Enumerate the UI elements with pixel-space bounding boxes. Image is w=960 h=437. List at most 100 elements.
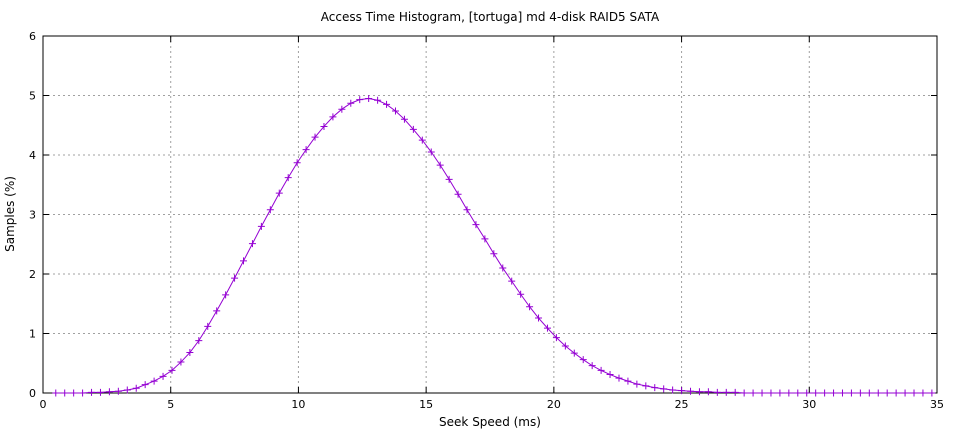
data-point-marker — [812, 389, 820, 397]
data-point-marker — [695, 388, 703, 396]
y-axis-label: Samples (%) — [3, 176, 17, 252]
data-point-marker — [114, 387, 122, 395]
data-point-marker — [535, 314, 543, 322]
y-tick-label: 3 — [29, 209, 36, 222]
y-tick-label: 2 — [29, 268, 36, 281]
data-point-marker — [302, 146, 310, 154]
data-point-marker — [481, 235, 489, 243]
data-point-marker — [838, 389, 846, 397]
data-point-marker — [821, 389, 829, 397]
data-point-marker — [347, 99, 355, 107]
data-point-marker — [499, 264, 507, 272]
data-point-marker — [776, 389, 784, 397]
data-point-marker — [865, 389, 873, 397]
data-point-marker — [409, 125, 417, 133]
data-point-marker — [785, 389, 793, 397]
data-point-marker — [266, 206, 274, 214]
data-point-marker — [123, 386, 131, 394]
data-point-marker — [463, 206, 471, 214]
data-point-marker — [213, 307, 221, 315]
data-point-marker — [892, 389, 900, 397]
data-point-marker — [186, 349, 194, 357]
data-point-marker — [928, 389, 936, 397]
data-point-marker — [248, 240, 256, 248]
plot-border — [42, 35, 938, 394]
x-tick-label: 20 — [547, 398, 561, 411]
data-point-marker — [320, 122, 328, 130]
data-point-marker — [758, 389, 766, 397]
data-point-marker — [284, 174, 292, 182]
x-tick-label: 30 — [802, 398, 816, 411]
data-point-marker — [642, 382, 650, 390]
data-point-marker — [70, 389, 78, 397]
data-point-marker — [794, 389, 802, 397]
y-tick-label: 5 — [29, 90, 36, 103]
x-tick-label: 10 — [291, 398, 305, 411]
data-point-marker — [445, 175, 453, 183]
y-tick-label: 1 — [29, 328, 36, 341]
data-point-marker — [400, 115, 408, 123]
data-point-marker — [749, 389, 757, 397]
y-tick-label: 0 — [29, 387, 36, 400]
data-point-marker — [597, 366, 605, 374]
grid-lines — [43, 36, 937, 393]
data-point-marker — [615, 374, 623, 382]
y-tick-label: 4 — [29, 149, 36, 162]
chart-title: Access Time Histogram, [tortuga] md 4-di… — [321, 10, 660, 24]
data-point-marker — [231, 274, 239, 282]
data-point-marker — [61, 389, 69, 397]
data-point-marker — [740, 389, 748, 397]
data-point-marker — [830, 389, 838, 397]
data-point-marker — [240, 257, 248, 265]
data-point-marker — [508, 277, 516, 285]
x-tick-label: 5 — [167, 398, 174, 411]
data-point-marker — [552, 334, 560, 342]
data-point-marker — [847, 389, 855, 397]
data-point-marker — [633, 380, 641, 388]
data-point-marker — [901, 389, 909, 397]
data-point-marker — [365, 94, 373, 102]
data-point-marker — [856, 389, 864, 397]
data-point-marker — [910, 389, 918, 397]
data-point-marker — [52, 389, 60, 397]
data-point-marker — [159, 372, 167, 380]
x-tick-label: 15 — [419, 398, 433, 411]
data-point-marker — [141, 381, 149, 389]
data-point-marker — [722, 388, 730, 396]
data-point-marker — [418, 136, 426, 144]
data-point-marker — [329, 113, 337, 121]
data-point-marker — [490, 250, 498, 258]
x-tick-label: 35 — [930, 398, 944, 411]
data-point-marker — [222, 291, 230, 299]
data-point-marker — [356, 96, 364, 104]
data-point-marker — [275, 189, 283, 197]
data-point-marker — [543, 324, 551, 332]
data-point-marker — [168, 366, 176, 374]
data-point-marker — [713, 388, 721, 396]
y-tick-label: 6 — [29, 30, 36, 43]
data-point-marker — [651, 384, 659, 392]
data-point-marker — [204, 322, 212, 330]
data-point-marker — [150, 377, 158, 385]
data-point-marker — [606, 371, 614, 379]
data-point-marker — [660, 385, 668, 393]
data-series — [52, 94, 936, 397]
data-point-marker — [731, 388, 739, 396]
x-axis-label: Seek Speed (ms) — [439, 415, 541, 429]
x-tick-label: 0 — [40, 398, 47, 411]
data-point-marker — [678, 387, 686, 395]
data-point-marker — [311, 133, 319, 141]
data-point-marker — [883, 389, 891, 397]
data-point-marker — [427, 148, 435, 156]
data-point-marker — [105, 388, 113, 396]
data-point-marker — [391, 107, 399, 115]
data-point-marker — [88, 388, 96, 396]
data-point-marker — [570, 349, 578, 357]
data-point-marker — [338, 105, 346, 113]
data-point-marker — [472, 221, 480, 229]
data-point-marker — [293, 159, 301, 167]
data-point-marker — [704, 388, 712, 396]
data-point-marker — [383, 100, 391, 108]
data-point-marker — [588, 362, 596, 370]
